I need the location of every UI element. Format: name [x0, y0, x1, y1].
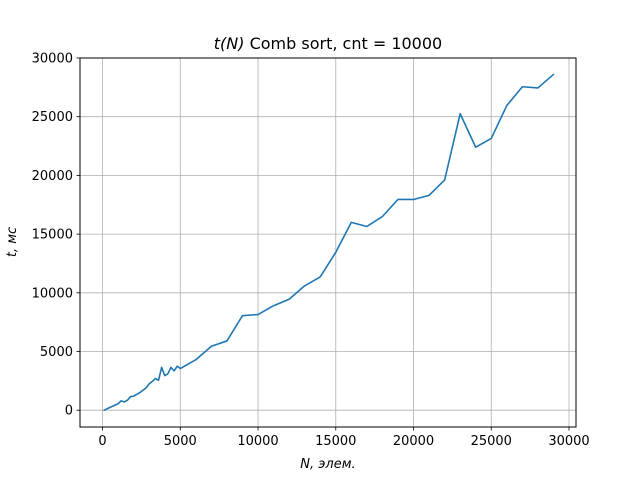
- x-tick-label: 15000: [315, 434, 356, 449]
- plot-frame: [79, 57, 577, 428]
- y-tick-label: 10000: [32, 286, 73, 301]
- x-tick-label: 0: [98, 434, 106, 449]
- x-axis-label-var: N: [300, 457, 310, 472]
- y-tick-label: 20000: [32, 169, 73, 184]
- y-tick-label: 30000: [32, 52, 73, 67]
- line-layer: [103, 73, 555, 412]
- y-tick-label: 15000: [32, 228, 73, 243]
- chart-title: t(N) Comb sort, cnt = 10000: [214, 34, 442, 53]
- y-tick-label: 25000: [32, 110, 73, 125]
- y-axis-label-rest: , мс: [5, 227, 20, 252]
- y-tick-label: 5000: [40, 345, 73, 360]
- x-tick-label: 10000: [237, 434, 278, 449]
- x-tick-label: 5000: [164, 434, 197, 449]
- series-line: [103, 73, 555, 412]
- x-tick-label: 25000: [471, 434, 512, 449]
- x-axis-label: N, элем.: [300, 457, 355, 472]
- x-tick-label: 30000: [548, 434, 589, 449]
- tick-layer: 0 5000 10000 15000 20000 25000 30000 0 5000 10000…: [32, 52, 590, 450]
- chart-title-rest: Comb sort, cnt = 10000: [245, 34, 443, 53]
- x-tick-label: 20000: [393, 434, 434, 449]
- y-axis-label: t, мс: [5, 227, 20, 257]
- x-axis-label-rest: , элем.: [310, 457, 356, 472]
- y-axis-label-var: t: [5, 251, 20, 257]
- chart-title-var: t(N): [214, 34, 245, 53]
- y-tick-label: 0: [65, 404, 73, 419]
